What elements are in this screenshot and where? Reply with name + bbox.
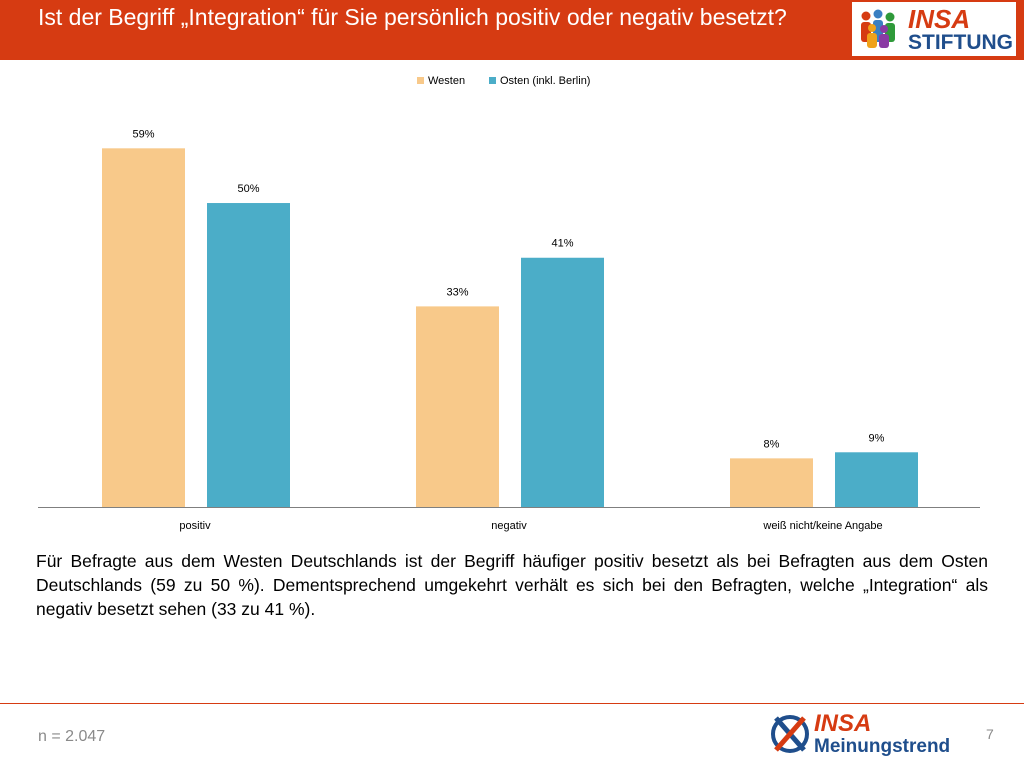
bar-chart: Westen Osten (inkl. Berlin) 59% 50% positiv 3… [38, 75, 980, 532]
bar-0-0 [102, 148, 185, 508]
logo-bottom-text-1: INSA [814, 710, 871, 737]
x-tick-label-1: negativ [491, 520, 527, 532]
bar-1-2 [835, 452, 918, 507]
bar-label-0-1: 33% [446, 286, 468, 298]
bar-1-0 [207, 203, 290, 508]
logo-bottom-text-2: Meinungstrend [814, 736, 950, 757]
x-tick-label-2: weiß nicht/keine Angabe [762, 520, 882, 532]
footer-divider [0, 703, 1024, 704]
x-circle-icon [771, 715, 809, 753]
insa-stiftung-logo: INSA STIFTUNG [852, 2, 1016, 56]
page-number: 7 [986, 726, 994, 742]
legend-label-1: Osten (inkl. Berlin) [500, 75, 590, 87]
legend-swatch-1 [489, 77, 496, 84]
insa-meinungstrend-logo: INSA Meinungstrend [768, 708, 968, 765]
bar-label-1-2: 9% [869, 432, 885, 444]
page-title: Ist der Begriff „Integration“ für Sie pe… [38, 4, 787, 30]
logo-top-text-2: STIFTUNG [908, 31, 1013, 54]
logo-top-text-1: INSA [908, 4, 970, 34]
bar-label-0-0: 59% [132, 128, 154, 140]
legend-label-0: Westen [428, 75, 465, 87]
people-icon [861, 9, 895, 48]
bar-0-1 [416, 306, 499, 507]
x-tick-label-0: positiv [179, 520, 211, 532]
sample-size: n = 2.047 [38, 728, 106, 745]
description-text: Für Befragte aus dem Westen Deutschlands… [36, 551, 988, 619]
bar-label-1-1: 41% [551, 238, 573, 250]
bar-label-0-2: 8% [764, 438, 780, 450]
bar-0-2 [730, 458, 813, 507]
bar-1-1 [521, 257, 604, 507]
bar-label-1-0: 50% [237, 183, 259, 195]
title-bar: Ist der Begriff „Integration“ für Sie pe… [0, 0, 1024, 60]
legend-swatch-0 [417, 77, 424, 84]
